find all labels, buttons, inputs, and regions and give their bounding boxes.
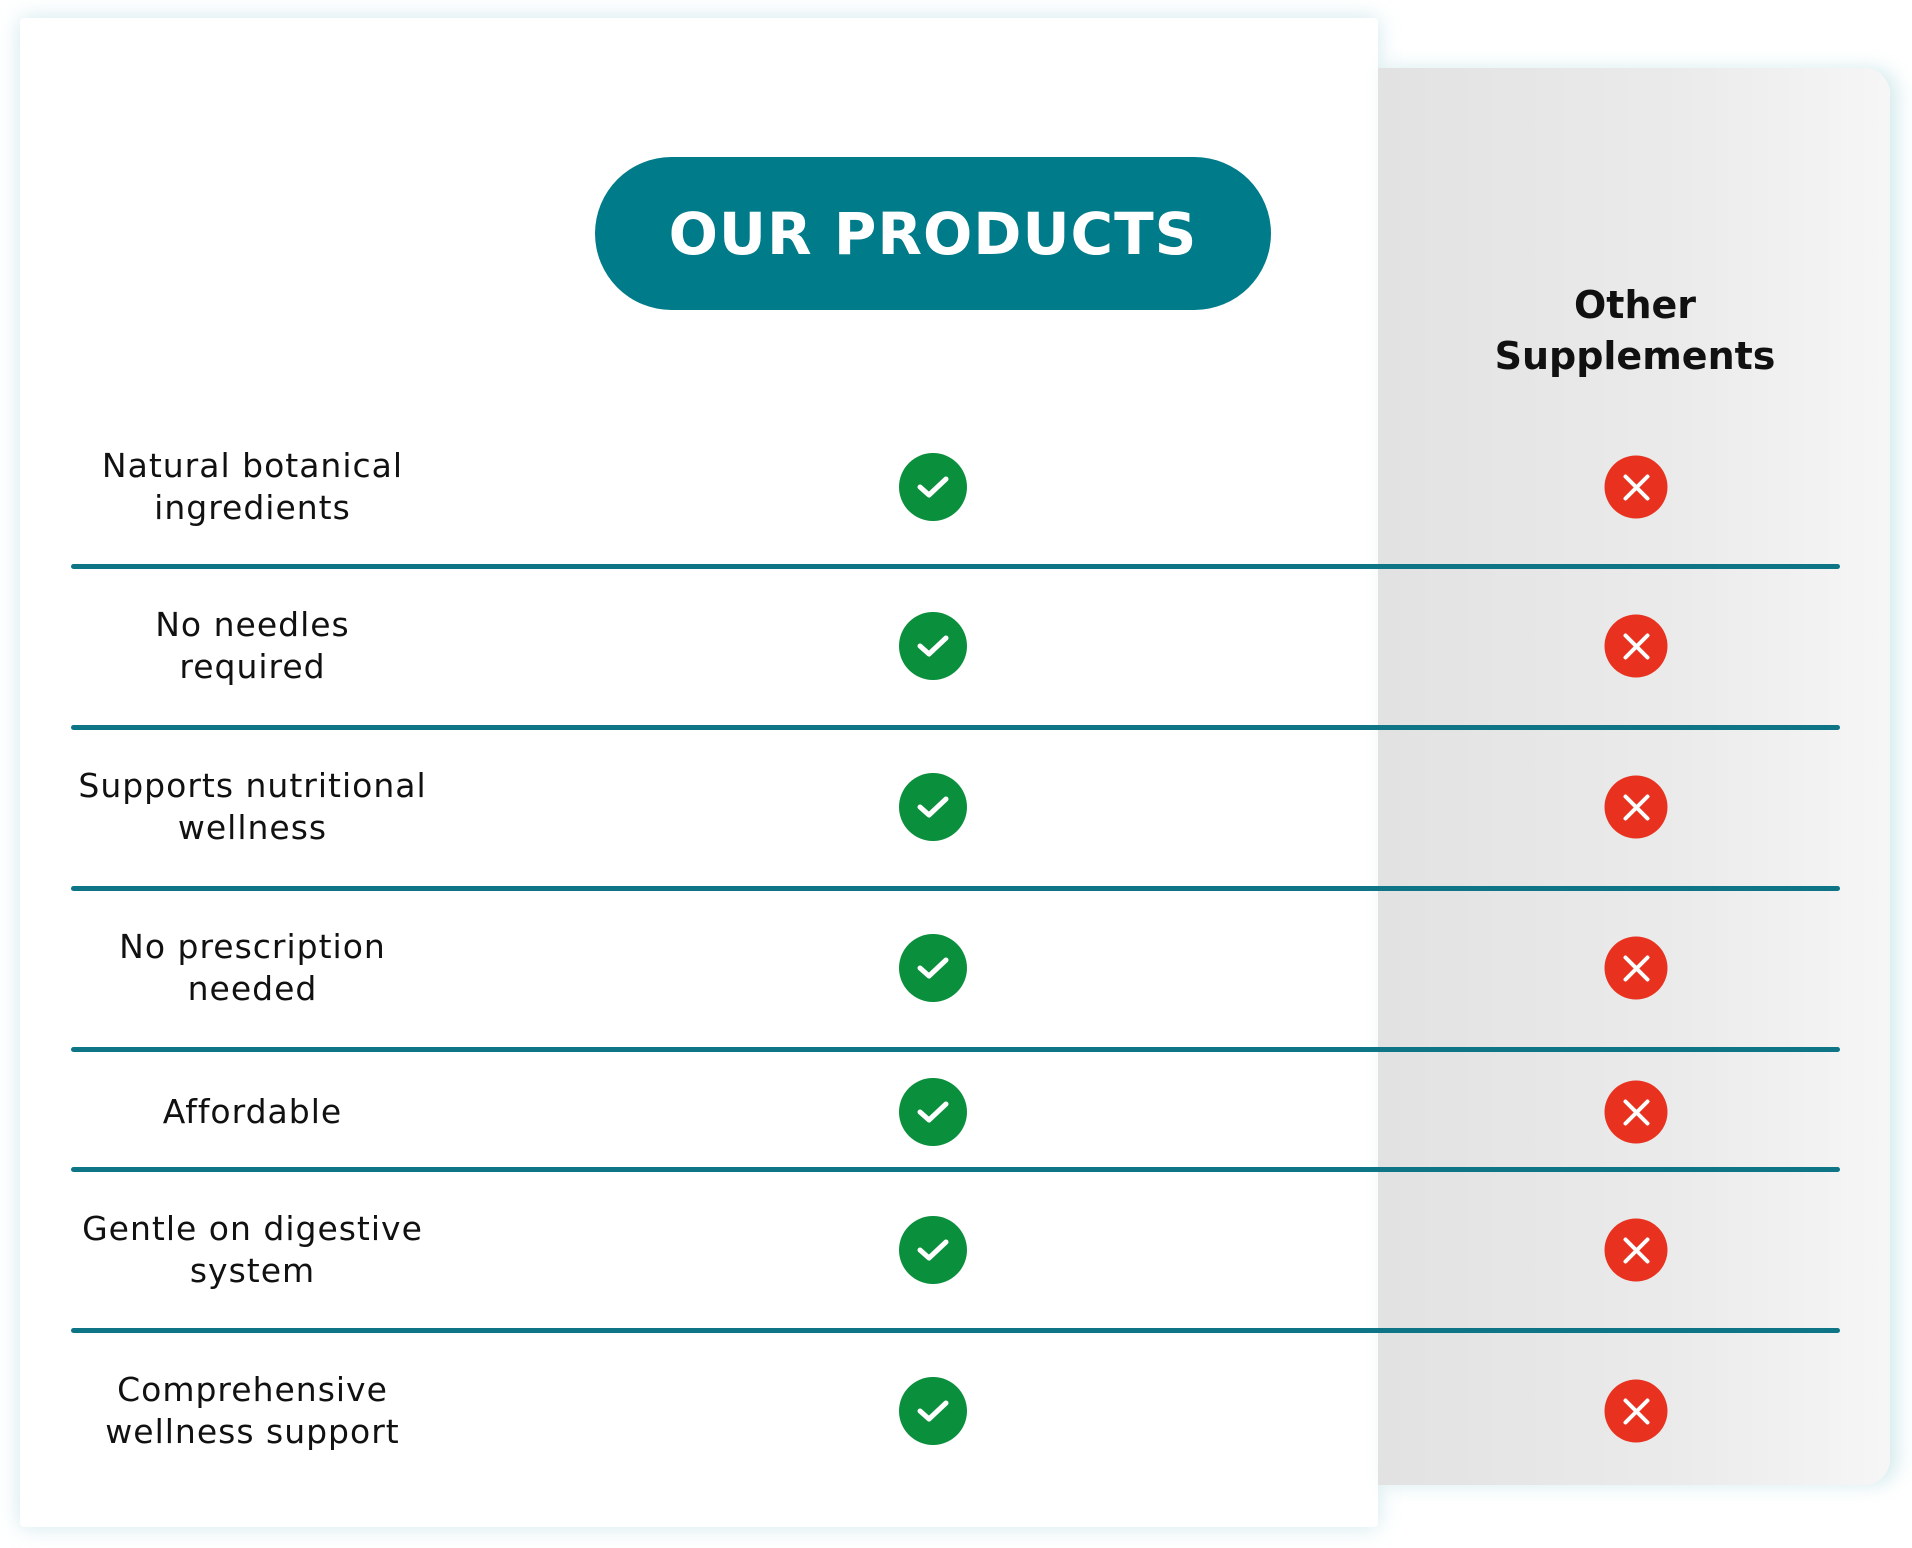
feature-label: Affordable (40, 1091, 465, 1133)
feature-label-line: No prescription (119, 927, 386, 966)
x-icon (1604, 1218, 1668, 1282)
feature-label-line: Gentle on digestive (82, 1209, 423, 1248)
feature-label-line: Supports nutritional (78, 766, 427, 805)
x-icon (1604, 614, 1668, 678)
feature-label-line: wellness support (105, 1412, 400, 1451)
our-products-label: OUR PRODUCTS (668, 199, 1198, 268)
row-divider (71, 564, 1840, 569)
feature-label-line: Affordable (162, 1092, 343, 1131)
other-supplements-header: Other Supplements (1420, 280, 1850, 382)
check-icon (899, 1377, 967, 1445)
row-divider (71, 1167, 1840, 1172)
x-icon (1604, 936, 1668, 1000)
feature-label-line: needed (187, 969, 318, 1008)
row-divider (71, 1047, 1840, 1052)
check-icon (899, 612, 967, 680)
check-icon (899, 934, 967, 1002)
feature-label: Natural botanical ingredients (40, 445, 465, 529)
check-icon (899, 1216, 967, 1284)
other-header-line1: Other (1573, 283, 1697, 327)
feature-label: No needles required (40, 604, 465, 688)
feature-label-line: required (179, 647, 326, 686)
feature-label: Supports nutritional wellness (40, 765, 465, 849)
row-divider (71, 1328, 1840, 1333)
row-divider (71, 725, 1840, 730)
feature-label: Gentle on digestive system (40, 1208, 465, 1292)
feature-label: Comprehensive wellness support (40, 1369, 465, 1453)
row-divider (71, 886, 1840, 891)
x-icon (1604, 1080, 1668, 1144)
check-icon (899, 1078, 967, 1146)
feature-label-line: Natural botanical (101, 446, 404, 485)
feature-label-line: No needles (155, 605, 350, 644)
feature-label-line: wellness (177, 808, 328, 847)
feature-label-line: Comprehensive (117, 1370, 388, 1409)
feature-label: No prescription needed (40, 926, 465, 1010)
other-header-line2: Supplements (1494, 334, 1776, 378)
feature-label-line: ingredients (154, 488, 351, 527)
x-icon (1604, 775, 1668, 839)
x-icon (1604, 455, 1668, 519)
our-products-header: OUR PRODUCTS (595, 157, 1271, 310)
feature-label-line: system (189, 1251, 316, 1290)
check-icon (899, 773, 967, 841)
check-icon (899, 453, 967, 521)
x-icon (1604, 1379, 1668, 1443)
